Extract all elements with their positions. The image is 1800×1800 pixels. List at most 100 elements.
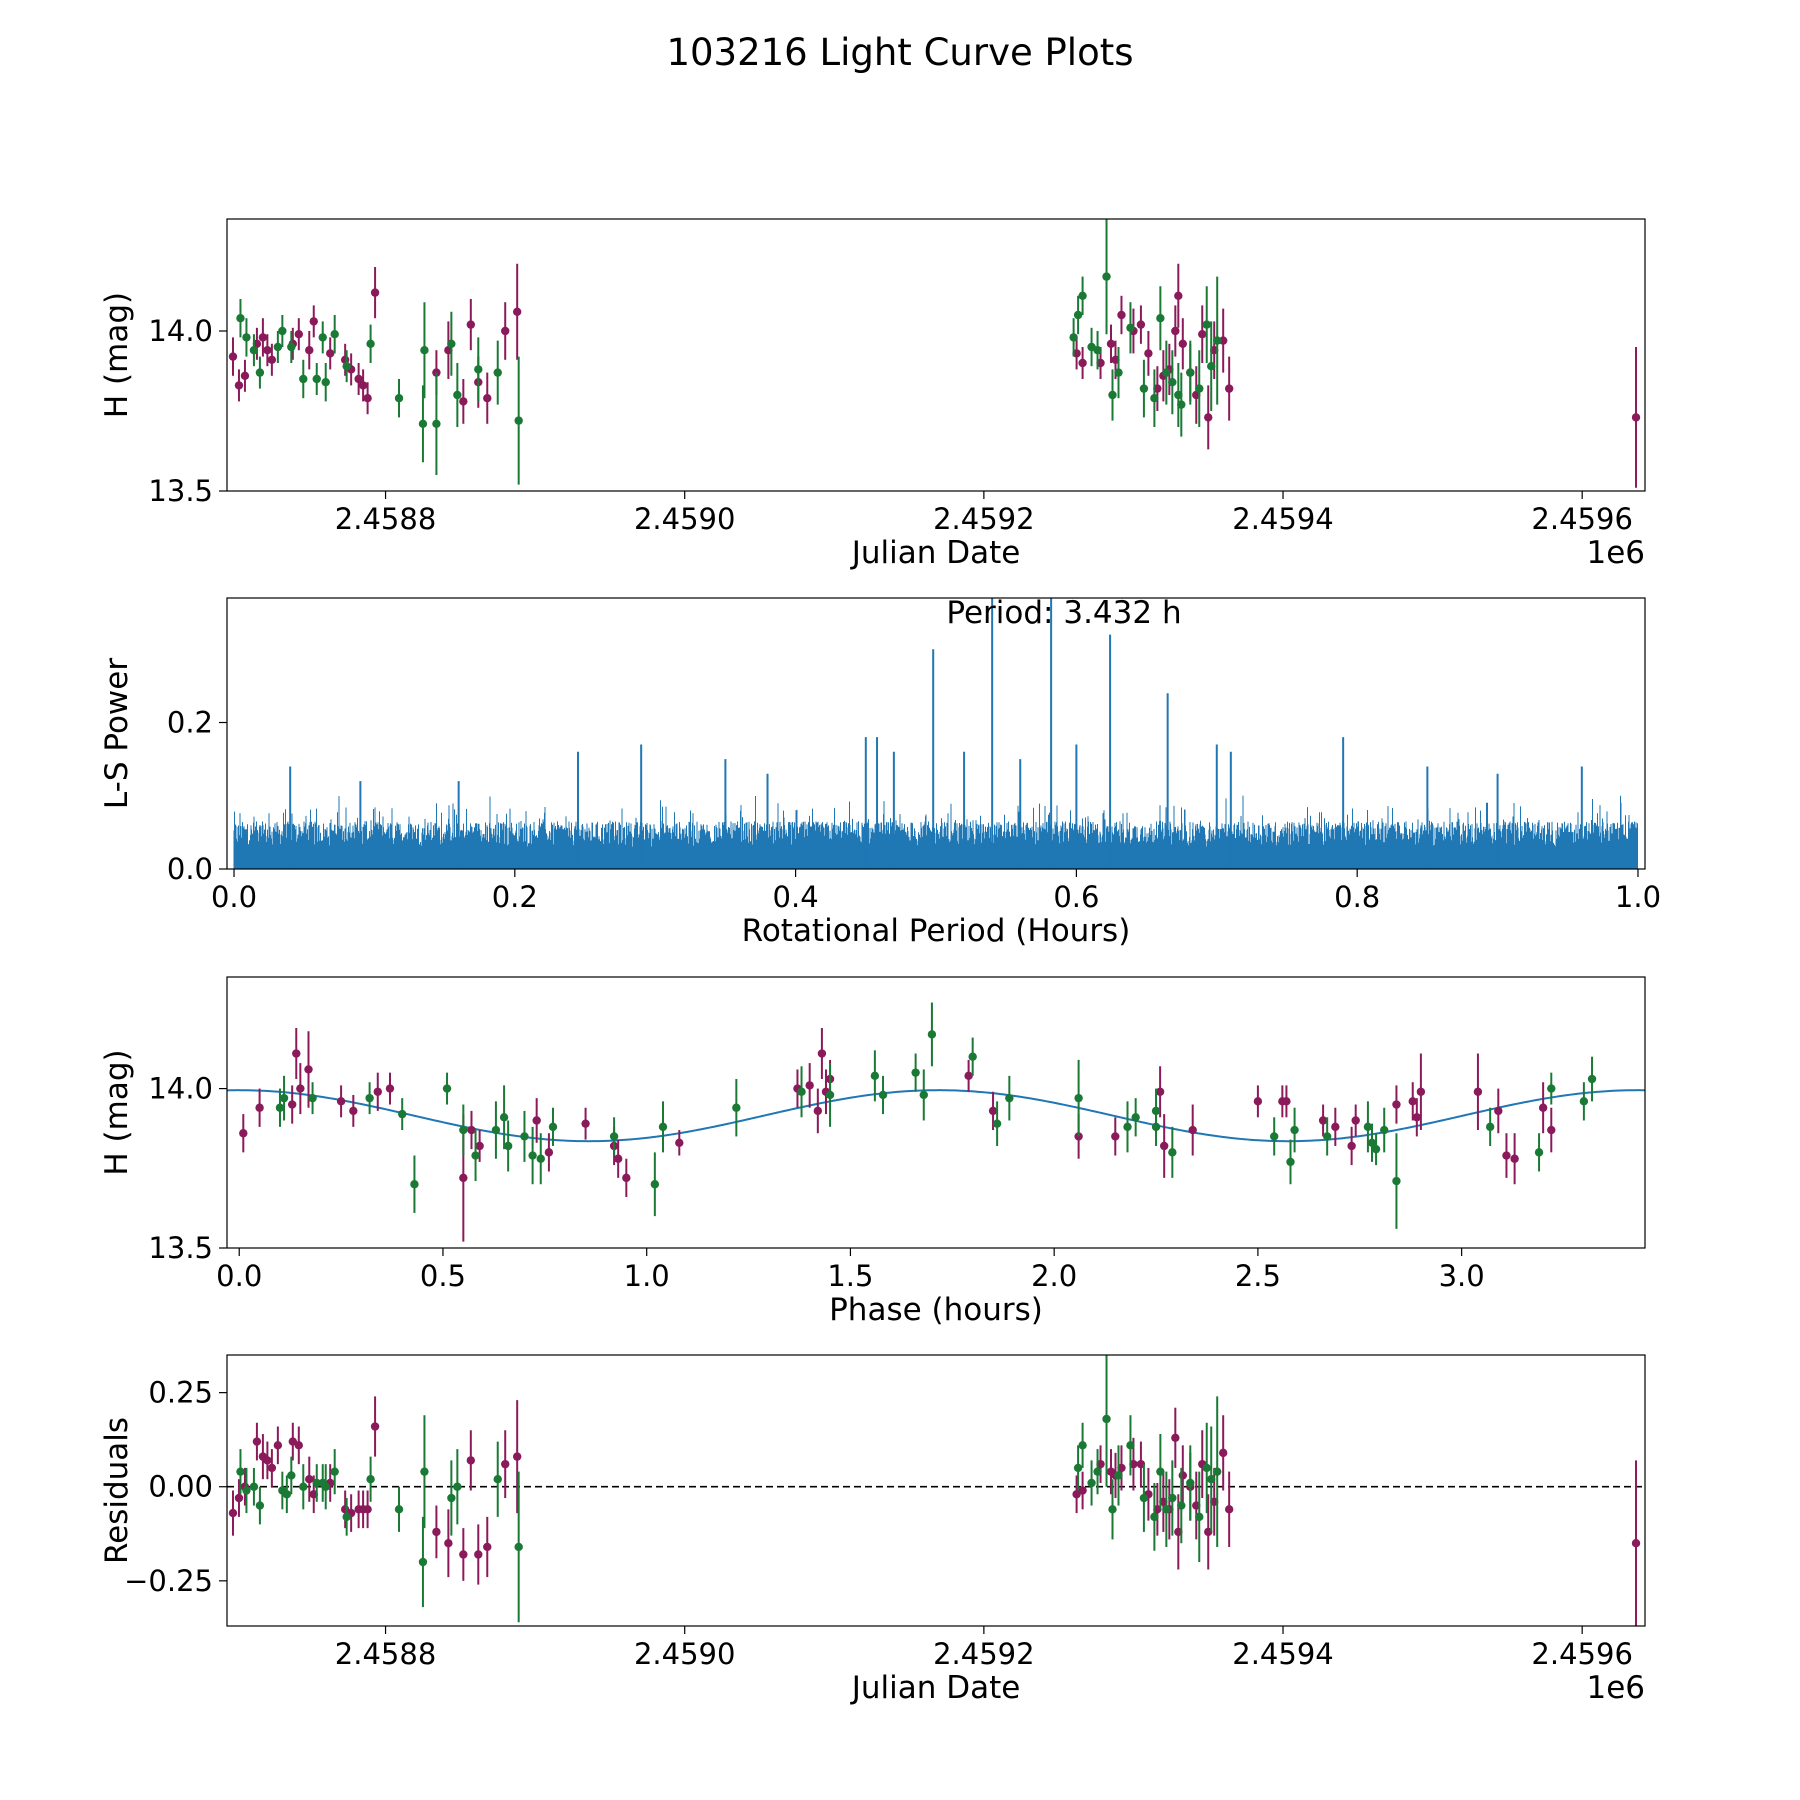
data-point [1392, 1176, 1401, 1186]
x-axis-label: Phase (hours) [829, 1292, 1043, 1328]
data-point [236, 1467, 245, 1476]
data-point [1162, 1505, 1171, 1514]
x-axis-label: Julian Date [850, 1670, 1021, 1706]
data-point [1282, 1097, 1291, 1106]
series-green [275, 1002, 1597, 1229]
data-point [385, 1084, 395, 1093]
plot-area [233, 598, 1638, 869]
data-point [304, 1065, 313, 1074]
data-point [675, 1138, 684, 1147]
panel-lightcurve: 2.4588 2.4590 2.4592 2.4594 2.4596 13.5 14.0 Ju… [99, 218, 1646, 571]
data-point [373, 1087, 382, 1096]
data-point [432, 368, 441, 377]
x-tick-label: 0.0 [216, 1259, 262, 1293]
data-point [1207, 1475, 1216, 1484]
data-point [1150, 1512, 1159, 1522]
data-point [394, 1505, 404, 1514]
data-point [532, 1116, 541, 1125]
data-point [514, 1542, 523, 1552]
peaks [289, 598, 1583, 869]
data-point [1587, 1074, 1597, 1084]
data-point [528, 1151, 537, 1160]
data-point [474, 1550, 483, 1559]
data-point [1136, 320, 1146, 329]
data-point [1159, 1141, 1169, 1151]
data-point [1108, 390, 1117, 400]
data-point [366, 339, 375, 348]
data-point [499, 1113, 509, 1122]
data-point [366, 1475, 375, 1484]
data-point [1290, 1125, 1299, 1135]
data-point [1162, 368, 1171, 377]
data-point [1150, 394, 1159, 403]
data-point [459, 397, 468, 406]
data-point [1218, 336, 1228, 345]
series-magenta [228, 1396, 1641, 1626]
data-point [825, 1090, 835, 1100]
data-point [474, 365, 483, 374]
data-point [240, 371, 250, 380]
data-point [466, 1456, 476, 1465]
data-point [1171, 1433, 1180, 1443]
plot-area [227, 1355, 1645, 1626]
data-point [1494, 1106, 1503, 1116]
data-point [330, 1467, 339, 1476]
data-point [483, 1542, 492, 1552]
x-tick-label: 0.0 [211, 880, 257, 914]
x-tick-label: 2.4594 [1232, 502, 1333, 536]
data-point [255, 368, 265, 377]
data-point [1186, 368, 1195, 377]
data-point [1485, 1122, 1495, 1132]
data-point [278, 326, 287, 336]
data-point [288, 1437, 298, 1446]
data-point [1111, 1132, 1120, 1141]
data-point [1224, 384, 1234, 393]
data-point [336, 1097, 346, 1106]
y-axis-label: Residuals [99, 1417, 135, 1564]
data-point [1073, 1463, 1083, 1473]
model-curve [227, 1089, 1645, 1143]
data-point [279, 1093, 289, 1103]
data-point [520, 1132, 529, 1141]
data-point [420, 346, 429, 355]
data-point [305, 1475, 314, 1484]
data-point [1156, 1467, 1165, 1476]
data-point [927, 1030, 937, 1039]
data-point [1579, 1097, 1589, 1106]
panel-phase: 0.0 0.5 1.0 1.5 2.0 2.5 3.0 13.5 14.0 Phase (hour… [99, 976, 1646, 1328]
data-point [870, 1071, 880, 1081]
data-point [410, 1180, 419, 1189]
data-point [1270, 1132, 1279, 1141]
x-tick-label: 1.5 [827, 1259, 873, 1293]
data-point [309, 317, 318, 326]
data-point [447, 339, 456, 348]
x-tick-label: 2.4592 [933, 1637, 1034, 1671]
data-point [363, 394, 372, 403]
data-point [1126, 1441, 1135, 1450]
data-point [228, 352, 238, 361]
x-tick-label: 2.4594 [1232, 1637, 1333, 1671]
axes-frame [226, 1354, 1646, 1627]
data-point [1139, 384, 1149, 393]
data-point [349, 1106, 358, 1116]
axes-frame [226, 597, 1646, 870]
data-point [1631, 413, 1641, 422]
data-point [1102, 272, 1111, 281]
data-point [968, 1052, 977, 1061]
data-point [813, 1106, 823, 1116]
data-point [1178, 1471, 1188, 1480]
data-point [358, 381, 368, 390]
data-point [318, 333, 327, 342]
x-offset-label: 1e6 [1586, 1670, 1645, 1706]
y-axis-label: L-S Power [99, 658, 135, 809]
data-point [308, 1093, 317, 1103]
x-tick-label: 0.2 [492, 880, 538, 914]
data-point [330, 330, 339, 339]
x-tick-label: 3.0 [1439, 1259, 1485, 1293]
data-point [1074, 1132, 1083, 1141]
data-point [1151, 1122, 1161, 1132]
data-point [1380, 1125, 1389, 1135]
data-point [1178, 339, 1188, 348]
data-point [287, 342, 296, 352]
data-point [365, 1093, 374, 1103]
